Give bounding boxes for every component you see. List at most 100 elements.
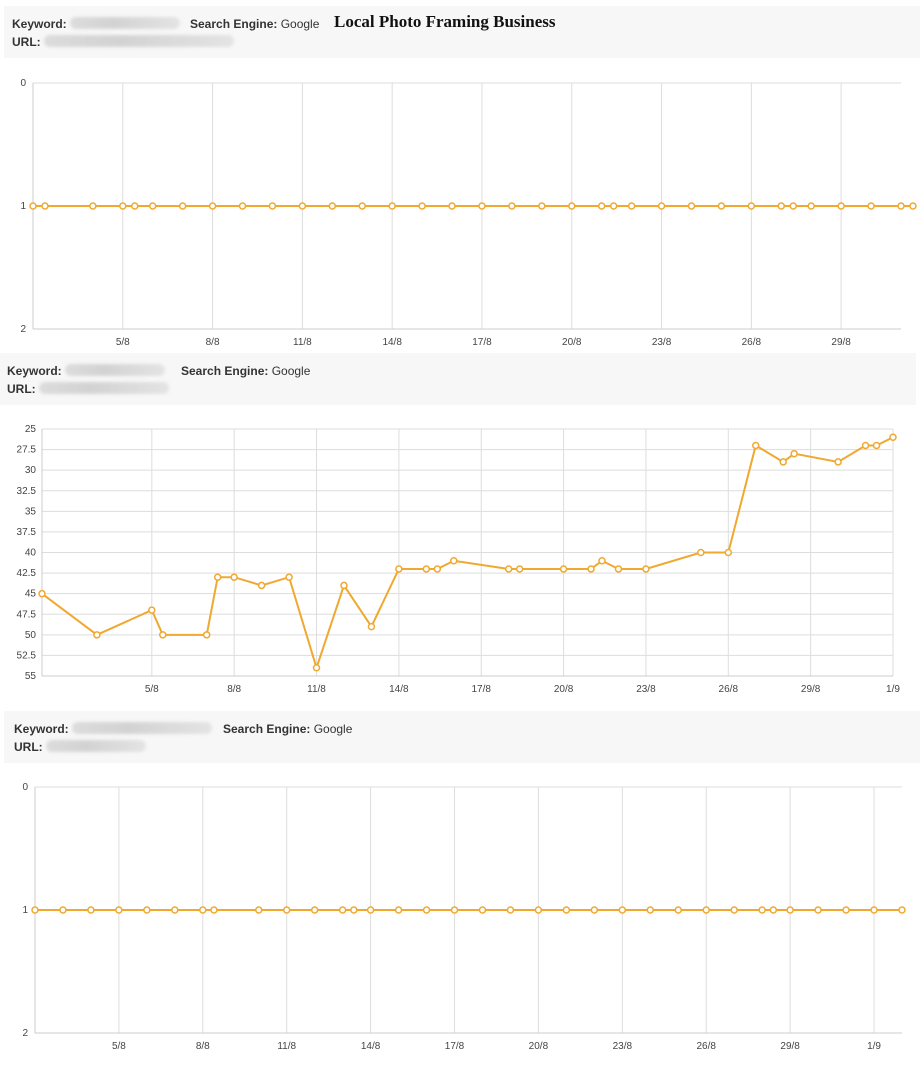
data-point[interactable] <box>131 202 139 210</box>
data-point[interactable] <box>31 906 39 914</box>
data-point[interactable] <box>598 556 606 565</box>
data-point[interactable] <box>814 906 822 914</box>
data-point[interactable] <box>568 202 576 210</box>
data-point[interactable] <box>159 631 167 639</box>
data-point[interactable] <box>38 589 46 598</box>
data-point[interactable] <box>210 906 218 914</box>
data-point[interactable] <box>199 906 207 914</box>
data-point[interactable] <box>777 202 786 210</box>
data-point[interactable] <box>657 202 666 210</box>
data-point[interactable] <box>562 906 571 914</box>
data-point[interactable] <box>422 565 431 573</box>
data-point[interactable] <box>41 202 49 210</box>
data-point[interactable] <box>178 202 187 210</box>
data-point[interactable] <box>559 565 568 573</box>
data-point[interactable] <box>597 202 606 210</box>
data-point[interactable] <box>861 441 870 450</box>
data-point[interactable] <box>213 573 222 581</box>
data-point[interactable] <box>328 202 337 210</box>
data-point[interactable] <box>450 556 458 565</box>
data-point[interactable] <box>115 906 123 914</box>
data-point[interactable] <box>418 202 426 210</box>
data-point[interactable] <box>515 565 524 573</box>
data-point[interactable] <box>367 622 376 631</box>
data-point[interactable] <box>208 202 217 210</box>
data-point[interactable] <box>448 202 456 210</box>
data-point[interactable] <box>268 202 277 210</box>
data-point[interactable] <box>534 906 543 914</box>
data-point[interactable] <box>238 202 247 210</box>
data-point[interactable] <box>478 202 486 210</box>
data-point[interactable] <box>340 581 348 590</box>
data-point[interactable] <box>769 906 778 914</box>
data-point[interactable] <box>506 906 515 914</box>
data-point[interactable] <box>254 906 263 914</box>
data-point[interactable] <box>312 664 321 672</box>
data-point[interactable] <box>627 202 636 210</box>
data-point[interactable] <box>366 906 375 914</box>
data-point[interactable] <box>394 906 403 914</box>
data-point[interactable] <box>422 906 431 914</box>
data-point[interactable] <box>724 548 733 557</box>
data-point[interactable] <box>909 202 917 210</box>
data-point[interactable] <box>702 906 710 914</box>
data-point[interactable] <box>747 202 756 210</box>
data-point[interactable] <box>618 906 627 914</box>
data-point[interactable] <box>358 202 366 210</box>
data-point[interactable] <box>834 458 842 466</box>
data-point[interactable] <box>889 433 897 441</box>
data-point[interactable] <box>59 906 67 914</box>
data-point[interactable] <box>285 573 293 581</box>
data-point[interactable] <box>450 906 459 914</box>
data-point[interactable] <box>257 581 266 590</box>
data-point[interactable] <box>697 548 705 557</box>
data-point[interactable] <box>779 458 787 466</box>
data-point[interactable] <box>730 906 738 914</box>
data-point[interactable] <box>538 202 546 210</box>
data-point[interactable] <box>202 631 211 639</box>
data-point[interactable] <box>614 565 623 573</box>
data-point[interactable] <box>807 202 815 210</box>
data-point[interactable] <box>898 906 906 914</box>
data-point[interactable] <box>350 906 358 914</box>
data-point[interactable] <box>143 906 151 914</box>
data-point[interactable] <box>674 906 683 914</box>
data-point[interactable] <box>310 906 319 914</box>
data-point[interactable] <box>338 906 347 914</box>
data-point[interactable] <box>29 202 37 210</box>
data-point[interactable] <box>842 906 850 914</box>
data-point[interactable] <box>609 202 618 210</box>
data-point[interactable] <box>687 202 696 210</box>
data-point[interactable] <box>395 565 403 573</box>
data-point[interactable] <box>119 202 127 210</box>
data-point[interactable] <box>751 441 760 450</box>
data-point[interactable] <box>504 565 513 573</box>
data-point[interactable] <box>867 202 875 210</box>
data-point[interactable] <box>590 906 599 914</box>
data-point[interactable] <box>786 906 794 914</box>
data-point[interactable] <box>872 441 881 450</box>
data-point[interactable] <box>93 631 101 639</box>
data-point[interactable] <box>897 202 905 210</box>
data-point[interactable] <box>298 202 307 210</box>
data-point[interactable] <box>646 906 655 914</box>
data-point[interactable] <box>717 202 726 210</box>
data-point[interactable] <box>87 906 95 914</box>
data-point[interactable] <box>282 906 291 914</box>
data-point[interactable] <box>148 202 157 210</box>
data-point[interactable] <box>433 565 442 573</box>
data-point[interactable] <box>148 606 156 614</box>
data-point[interactable] <box>508 202 516 210</box>
data-point[interactable] <box>171 906 179 914</box>
data-point[interactable] <box>789 202 797 210</box>
data-point[interactable] <box>758 906 766 914</box>
data-point[interactable] <box>89 202 97 210</box>
data-point[interactable] <box>388 202 396 210</box>
data-point[interactable] <box>230 573 238 581</box>
data-point[interactable] <box>790 449 798 458</box>
data-point[interactable] <box>642 565 650 573</box>
data-point[interactable] <box>587 565 595 573</box>
data-point[interactable] <box>478 906 487 914</box>
data-point[interactable] <box>837 202 845 210</box>
data-point[interactable] <box>870 906 878 914</box>
